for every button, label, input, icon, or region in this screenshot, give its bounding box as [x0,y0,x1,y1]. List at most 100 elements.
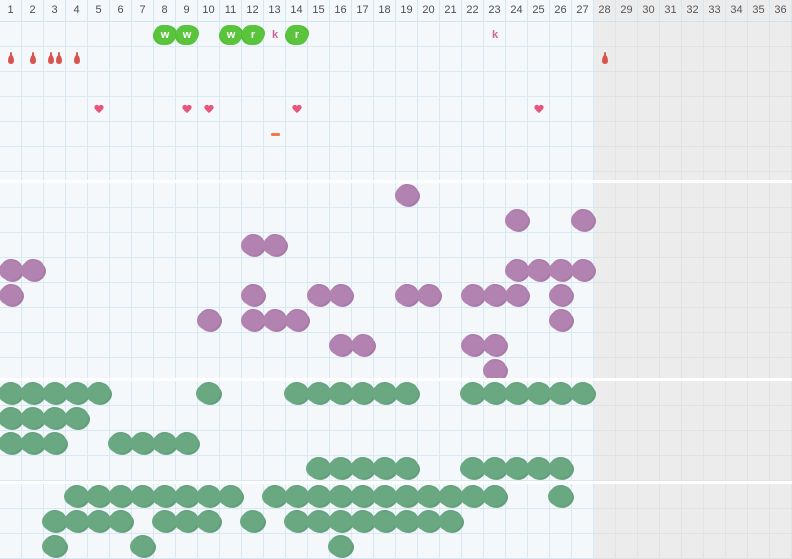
grid-cell[interactable] [352,233,374,258]
grid-cell[interactable] [462,509,484,534]
grid-cell[interactable] [220,333,242,358]
purple-blob-icon[interactable] [396,283,418,308]
sage-blob-icon[interactable] [242,509,264,534]
grid-cell[interactable] [440,208,462,233]
grid-cell[interactable] [176,233,198,258]
grid-cell[interactable] [726,381,748,406]
grid-cell[interactable] [110,72,132,97]
grid-cell[interactable] [198,283,220,308]
grid-cell[interactable] [572,47,594,72]
grid-cell[interactable] [0,22,22,47]
grid-cell[interactable] [110,308,132,333]
grid-cell[interactable] [418,72,440,97]
grid-cell[interactable] [418,258,440,283]
purple-blob-icon[interactable] [264,233,286,258]
grid-cell[interactable] [726,509,748,534]
grid-cell[interactable] [682,406,704,431]
grid-cell[interactable] [440,308,462,333]
grid-cell[interactable] [572,456,594,481]
grid-cell[interactable] [198,47,220,72]
grid-cell[interactable] [308,147,330,172]
grid-cell[interactable] [198,258,220,283]
grid-cell[interactable] [330,431,352,456]
grid-cell[interactable] [704,208,726,233]
grid-cell[interactable] [770,258,792,283]
column-header-29[interactable]: 29 [616,0,638,22]
grid-cell[interactable] [220,183,242,208]
grid-cell[interactable] [748,283,770,308]
grid-cell[interactable] [220,431,242,456]
grid-cell[interactable] [22,22,44,47]
grid-cell[interactable] [22,283,44,308]
grid-cell[interactable] [352,97,374,122]
grid-cell[interactable] [726,122,748,147]
grid-cell[interactable] [550,509,572,534]
grid-cell[interactable] [682,122,704,147]
grid-cell[interactable] [704,509,726,534]
grid-cell[interactable] [154,147,176,172]
grid-cell[interactable] [704,147,726,172]
grid-cell[interactable] [286,122,308,147]
grid-cell[interactable] [550,208,572,233]
sage-blob-icon[interactable] [0,431,22,456]
grid-cell[interactable] [726,456,748,481]
grid-cell[interactable] [22,509,44,534]
grid-cell[interactable] [110,122,132,147]
grid-cell[interactable] [110,283,132,308]
grid-cell[interactable] [330,72,352,97]
grid-cell[interactable] [374,258,396,283]
grid-cell[interactable] [396,258,418,283]
grid-cell[interactable] [594,233,616,258]
grid-cell[interactable] [308,208,330,233]
sage-blob-icon[interactable] [352,484,374,509]
grid-cell[interactable] [352,22,374,47]
grid-cell[interactable] [88,72,110,97]
grid-cell[interactable] [638,283,660,308]
sage-blob-icon[interactable] [176,484,198,509]
grid-cell[interactable] [132,258,154,283]
column-header-17[interactable]: 17 [352,0,374,22]
grid-cell[interactable] [440,183,462,208]
grid-cell[interactable] [748,308,770,333]
grid-cell[interactable] [110,258,132,283]
grid-cell[interactable] [572,97,594,122]
grid-cell[interactable] [308,22,330,47]
grid-cell[interactable] [220,233,242,258]
purple-blob-icon[interactable] [0,283,22,308]
grid-cell[interactable] [374,183,396,208]
grid-cell[interactable] [66,456,88,481]
grid-cell[interactable] [440,47,462,72]
grid-cell[interactable] [528,147,550,172]
sage-blob-icon[interactable] [220,484,242,509]
column-header-6[interactable]: 6 [110,0,132,22]
grid-cell[interactable] [110,406,132,431]
grid-cell[interactable] [308,406,330,431]
sage-blob-icon[interactable] [308,509,330,534]
purple-blob-icon[interactable] [22,258,44,283]
grid-cell[interactable] [374,233,396,258]
grid-cell[interactable] [352,208,374,233]
grid-cell[interactable] [770,509,792,534]
grid-cell[interactable] [638,208,660,233]
sage-blob-icon[interactable] [330,509,352,534]
grid-cell[interactable] [594,258,616,283]
grid-cell[interactable] [44,456,66,481]
heart-icon[interactable] [286,97,308,122]
activity-marker-r-icon[interactable]: r [242,22,264,47]
grid-cell[interactable] [88,147,110,172]
grid-cell[interactable] [0,183,22,208]
grid-cell[interactable] [682,72,704,97]
grid-cell[interactable] [22,308,44,333]
grid-cell[interactable] [770,97,792,122]
grid-cell[interactable] [638,456,660,481]
purple-blob-icon[interactable] [264,308,286,333]
grid-cell[interactable] [264,406,286,431]
grid-cell[interactable] [616,258,638,283]
grid-cell[interactable] [22,72,44,97]
sage-blob-icon[interactable] [154,509,176,534]
grid-cell[interactable] [0,72,22,97]
grid-cell[interactable] [308,47,330,72]
sage-blob-icon[interactable] [66,381,88,406]
grid-cell[interactable] [682,233,704,258]
purple-blob-icon[interactable] [484,333,506,358]
